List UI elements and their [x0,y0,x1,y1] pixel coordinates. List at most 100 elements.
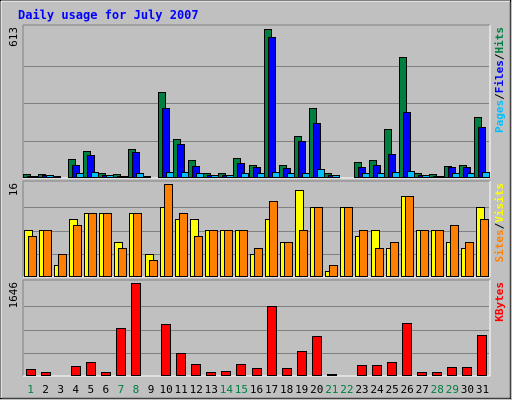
x-tick-label: 3 [57,383,64,396]
bar-pages-day-31 [482,172,490,178]
x-tick-label: 28 [431,383,444,396]
bar-kbytes-day-10 [161,324,171,376]
bar-sites-day-28 [435,230,444,277]
bar-sites-day-8 [133,213,142,277]
y-max-label: 1646 [7,282,20,309]
bar-files-day-31 [478,127,486,178]
legend-pages-files-hits: Pages/Files/Hits [493,27,506,133]
bar-pages-day-11 [181,172,189,178]
bar-kbytes-day-12 [191,364,201,376]
bar-kbytes-day-19 [297,351,307,376]
bar-kbytes-day-28 [432,372,442,376]
y-max-label: 613 [7,27,20,47]
x-tick-label: 18 [280,383,293,396]
bar-kbytes-day-26 [402,323,412,376]
bar-kbytes-day-11 [176,353,186,376]
legend-sites-visits: Sites/Visits [493,183,506,263]
bar-kbytes-day-29 [447,367,457,376]
legend-entry: / [493,222,506,229]
bar-sites-day-19 [299,230,308,277]
x-tick-label: 8 [133,383,140,396]
panel-pages-files-hits: 613 Pages/Files/Hits [7,24,506,179]
x-tick-label: 9 [148,383,155,396]
x-tick-label: 6 [103,383,110,396]
bar-sites-day-7 [118,248,127,277]
x-tick-label: 13 [205,383,218,396]
bar-kbytes-day-16 [252,368,262,376]
bar-pages-day-25 [392,172,400,178]
x-tick-label: 2 [42,383,49,396]
bar-sites-day-3 [58,254,67,277]
bar-pages-day-19 [302,173,310,178]
bar-sites-day-25 [390,242,399,277]
x-tick-label: 16 [250,383,263,396]
x-axis-labels: 1 2 3 4 5 6 7 8 9 10 11 12 13 14 15 16 17 18 19 20 21 22 23 24 2… [27,383,489,396]
bar-sites-day-23 [359,230,368,277]
bar-pages-day-5 [91,172,99,178]
x-tick-label: 31 [476,383,489,396]
bar-kbytes-day-30 [462,367,472,376]
x-tick-label: 23 [355,383,368,396]
bar-pages-day-26 [407,171,415,178]
bar-pages-day-7 [121,176,129,178]
bar-kbytes-day-1 [26,369,36,376]
bar-sites-day-21 [329,265,338,277]
bar-kbytes-day-6 [101,372,111,376]
bar-kbytes-day-5 [86,362,96,376]
bar-pages-day-10 [166,172,174,178]
bar-sites-day-15 [239,230,248,277]
bar-sites-day-22 [344,207,353,277]
legend-entry: / [493,93,506,100]
bar-pages-day-24 [377,173,385,178]
x-tick-label: 4 [72,383,79,396]
bar-sites-day-6 [103,213,112,277]
bar-sites-day-14 [224,230,233,277]
bar-pages-day-2 [46,175,54,178]
legend-entry: Hits [493,27,506,54]
bar-sites-day-16 [254,248,263,277]
x-tick-label: 21 [325,383,338,396]
bar-sites-day-18 [284,242,293,277]
panel-sites-visits: 16 Sites/Visits [7,180,506,278]
y-max-label: 16 [7,183,20,196]
bar-sites-day-10 [164,184,173,277]
chart-title: Daily usage for July 2007 [18,8,199,22]
bar-sites-day-27 [420,230,429,277]
x-tick-label: 10 [159,383,172,396]
bar-kbytes-day-24 [372,365,382,376]
bar-sites-day-30 [465,242,474,277]
bar-kbytes-day-13 [206,372,216,376]
bar-kbytes-day-2 [41,372,51,376]
bar-sites-day-4 [73,225,82,277]
x-tick-label: 12 [190,383,203,396]
legend-entry: / [493,53,506,60]
bar-pages-day-18 [287,173,295,178]
bar-pages-day-16 [257,173,265,178]
bar-kbytes-day-15 [236,364,246,376]
x-tick-label: 26 [401,383,414,396]
bar-kbytes-day-14 [221,371,231,376]
bar-sites-day-5 [88,213,97,277]
bar-kbytes-day-31 [477,335,487,376]
bar-pages-day-20 [317,169,325,178]
bar-sites-day-17 [269,201,278,277]
bar-pages-day-4 [76,173,84,178]
bar-kbytes-day-8 [131,283,141,376]
legend-kbytes: KBytes [493,282,506,322]
legend-entry: KBytes [493,282,506,322]
bar-sites-day-9 [149,260,158,277]
bar-pages-day-21 [332,175,340,178]
bar-pages-day-6 [106,175,114,178]
bar-files-day-17 [268,37,276,178]
bar-sites-day-26 [405,196,414,277]
bar-kbytes-day-27 [417,372,427,376]
bar-pages-day-15 [241,173,249,178]
bar-sites-day-2 [43,230,52,277]
bar-sites-day-24 [375,248,384,277]
bar-hits-day-3 [53,176,61,178]
x-tick-label: 7 [118,383,125,396]
bar-pages-day-1 [31,176,39,178]
x-tick-label: 14 [220,383,234,396]
x-tick-label: 5 [87,383,94,396]
